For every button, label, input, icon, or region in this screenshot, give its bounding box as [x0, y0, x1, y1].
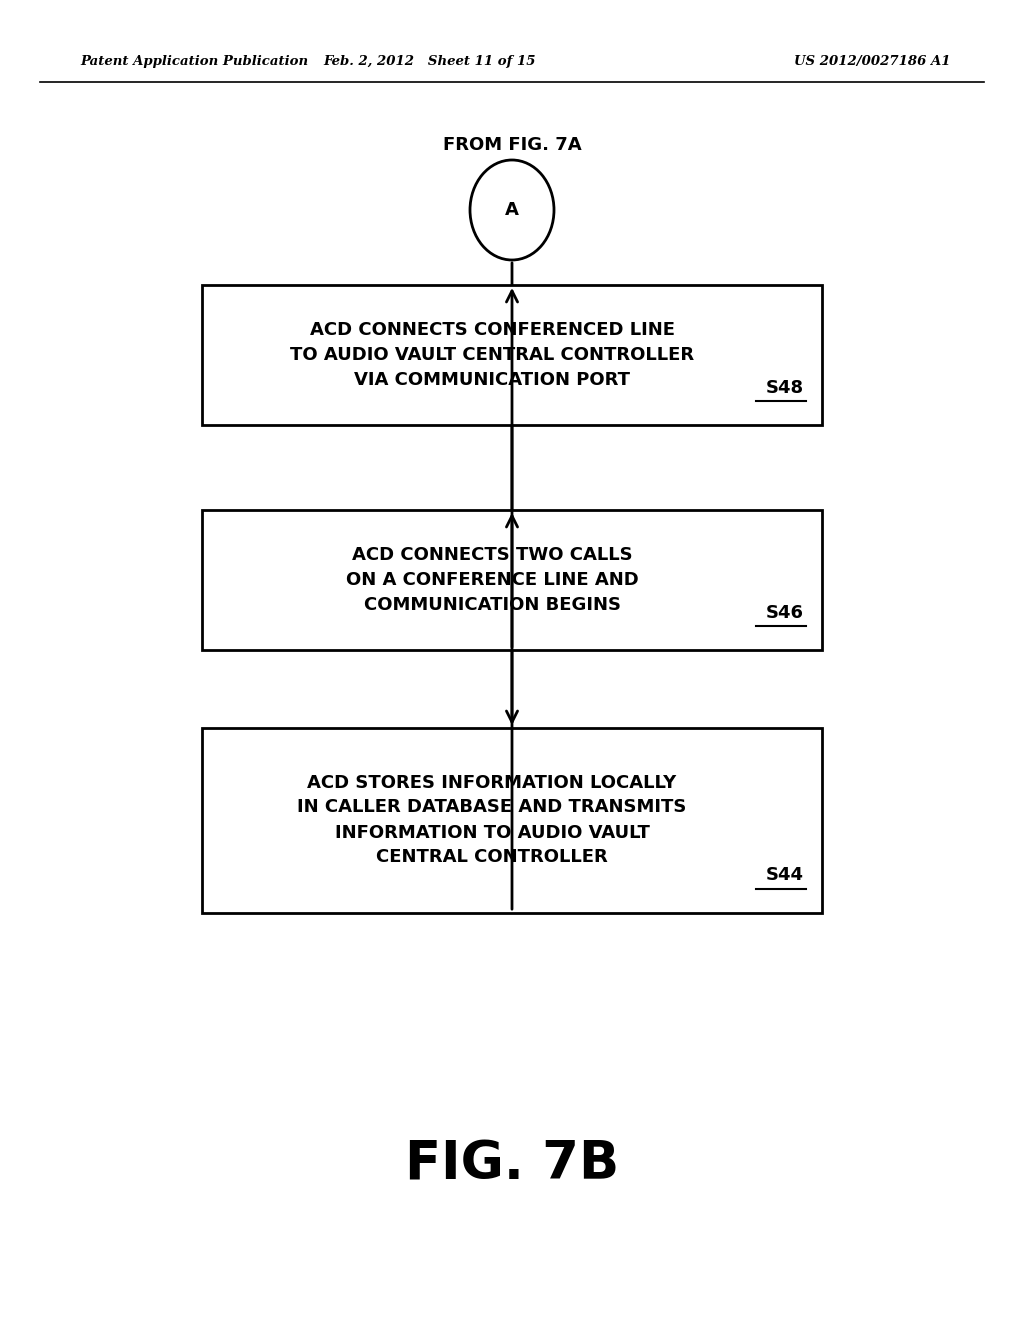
Text: ACD CONNECTS CONFERENCED LINE
TO AUDIO VAULT CENTRAL CONTROLLER
VIA COMMUNICATIO: ACD CONNECTS CONFERENCED LINE TO AUDIO V… — [290, 321, 694, 389]
Text: ACD CONNECTS TWO CALLS
ON A CONFERENCE LINE AND
COMMUNICATION BEGINS: ACD CONNECTS TWO CALLS ON A CONFERENCE L… — [346, 546, 638, 614]
Text: S44: S44 — [766, 866, 804, 884]
Text: ACD STORES INFORMATION LOCALLY
IN CALLER DATABASE AND TRANSMITS
INFORMATION TO A: ACD STORES INFORMATION LOCALLY IN CALLER… — [297, 774, 687, 866]
Bar — [202, 285, 822, 425]
Text: S46: S46 — [766, 605, 804, 622]
Text: Patent Application Publication: Patent Application Publication — [80, 55, 308, 69]
Text: Feb. 2, 2012   Sheet 11 of 15: Feb. 2, 2012 Sheet 11 of 15 — [324, 55, 537, 69]
Text: S48: S48 — [766, 379, 804, 397]
Bar — [202, 727, 822, 912]
Text: A: A — [505, 201, 519, 219]
Bar — [202, 510, 822, 649]
Text: FIG. 7B: FIG. 7B — [404, 1139, 620, 1191]
Text: FROM FIG. 7A: FROM FIG. 7A — [442, 136, 582, 154]
Text: US 2012/0027186 A1: US 2012/0027186 A1 — [794, 55, 950, 69]
